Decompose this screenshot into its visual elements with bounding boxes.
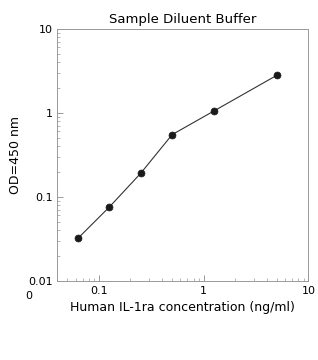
X-axis label: Human IL-1ra concentration (ng/ml): Human IL-1ra concentration (ng/ml) (70, 301, 295, 314)
Y-axis label: OD=450 nm: OD=450 nm (9, 116, 22, 194)
Title: Sample Diluent Buffer: Sample Diluent Buffer (109, 13, 257, 26)
Text: 0: 0 (25, 291, 32, 301)
